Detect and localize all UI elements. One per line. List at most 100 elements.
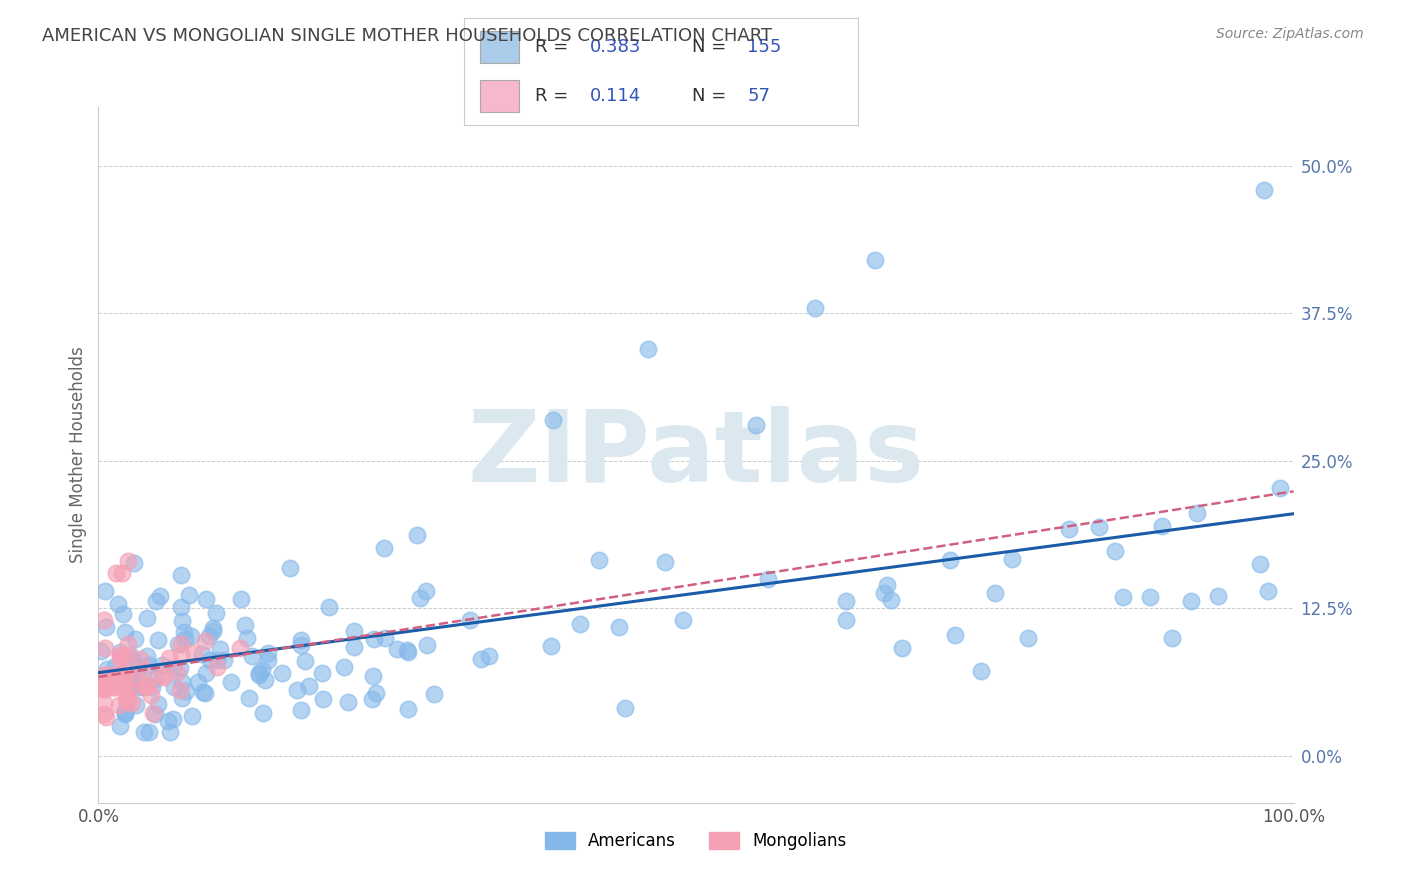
Point	[97, 668, 120, 682]
Point	[118, 681, 141, 696]
Point	[114, 706, 136, 721]
Point	[127, 668, 149, 682]
Point	[1206, 589, 1229, 603]
Point	[96, 662, 118, 676]
Point	[170, 614, 193, 628]
Point	[152, 670, 174, 684]
Text: 155: 155	[748, 37, 782, 55]
Point	[108, 648, 131, 662]
Point	[132, 725, 155, 739]
Point	[93, 681, 115, 696]
Point	[132, 680, 155, 694]
Point	[101, 674, 124, 689]
Point	[240, 648, 263, 663]
Point	[654, 555, 676, 569]
Point	[285, 682, 308, 697]
Point	[110, 652, 132, 666]
Point	[233, 618, 256, 632]
Point	[93, 584, 115, 599]
Point	[588, 553, 610, 567]
Point	[138, 725, 160, 739]
Point	[271, 666, 294, 681]
Point	[170, 675, 193, 690]
Point	[1161, 631, 1184, 645]
Point	[214, 653, 236, 667]
Point	[174, 684, 197, 698]
Point	[93, 667, 115, 681]
Point	[93, 681, 115, 696]
Point	[191, 685, 214, 699]
Point	[167, 637, 190, 651]
Point	[880, 593, 903, 607]
Point	[170, 691, 193, 706]
Point	[121, 679, 143, 693]
Point	[114, 664, 136, 678]
Point	[1180, 593, 1202, 607]
Point	[93, 697, 115, 711]
Point	[146, 632, 169, 647]
Point	[1253, 183, 1275, 197]
Point	[162, 712, 184, 726]
Point	[94, 620, 117, 634]
Point	[173, 625, 195, 640]
Point	[1088, 520, 1111, 534]
Point	[804, 301, 827, 315]
Point	[107, 597, 129, 611]
Point	[114, 704, 136, 718]
Point	[835, 594, 858, 608]
Point	[108, 698, 131, 713]
Point	[134, 663, 156, 677]
Point	[103, 680, 125, 694]
Point	[110, 648, 132, 662]
Point	[94, 680, 117, 694]
Point	[238, 691, 260, 706]
Point	[114, 624, 136, 639]
Point	[117, 554, 139, 568]
Point	[198, 653, 221, 667]
Point	[105, 566, 128, 580]
Point	[1112, 590, 1135, 604]
Point	[124, 671, 146, 685]
Point	[103, 675, 125, 690]
Point	[835, 614, 858, 628]
Point	[121, 668, 143, 682]
Point	[247, 668, 270, 682]
Point	[121, 652, 143, 666]
Point	[405, 528, 427, 542]
Text: 0.114: 0.114	[591, 87, 641, 105]
Point	[93, 680, 115, 694]
Point	[124, 556, 146, 570]
Point	[195, 665, 218, 680]
Point	[890, 641, 912, 656]
Point	[205, 659, 228, 673]
Point	[607, 620, 630, 634]
Point	[169, 682, 191, 697]
Point	[1057, 522, 1080, 536]
Text: R =: R =	[534, 37, 574, 55]
Point	[194, 592, 217, 607]
Point	[873, 585, 896, 599]
Point	[138, 678, 160, 692]
Point	[1104, 544, 1126, 558]
Point	[93, 676, 115, 690]
Point	[118, 648, 141, 663]
Text: AMERICAN VS MONGOLIAN SINGLE MOTHER HOUSEHOLDS CORRELATION CHART: AMERICAN VS MONGOLIAN SINGLE MOTHER HOUS…	[42, 27, 772, 45]
Point	[104, 668, 127, 682]
Point	[170, 599, 193, 614]
Point	[568, 617, 591, 632]
Point	[207, 653, 229, 667]
Point	[336, 695, 359, 709]
Point	[128, 652, 150, 666]
Point	[96, 710, 118, 724]
Point	[247, 665, 270, 680]
Point	[208, 642, 231, 657]
Point	[672, 614, 695, 628]
Point	[162, 661, 184, 675]
Point	[134, 681, 156, 695]
Point	[170, 647, 193, 661]
Point	[637, 342, 659, 356]
Point	[415, 584, 437, 599]
Point	[250, 664, 273, 678]
Point	[141, 680, 163, 694]
FancyBboxPatch shape	[479, 30, 519, 62]
